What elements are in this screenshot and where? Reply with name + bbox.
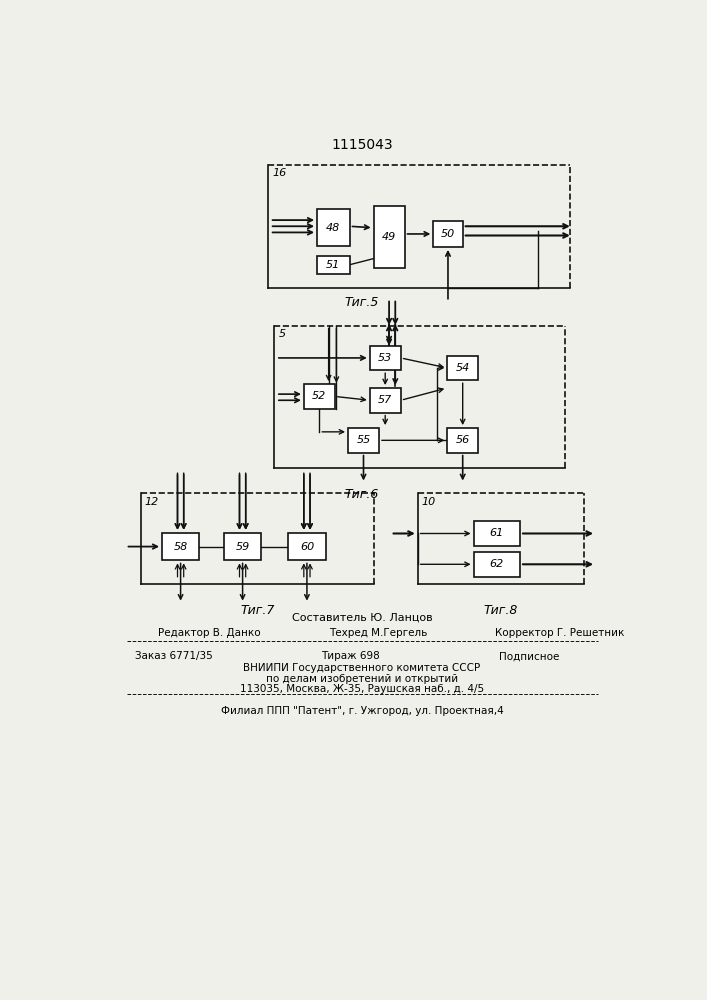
Text: Τиг.7: Τиг.7 — [240, 604, 274, 617]
Bar — [373, 206, 404, 268]
Text: ВНИИПИ Государственного комитета СССР: ВНИИПИ Государственного комитета СССР — [243, 663, 481, 673]
Text: Τиг.8: Τиг.8 — [484, 604, 518, 617]
Text: 113035, Москва, Ж-35, Раушская наб., д. 4/5: 113035, Москва, Ж-35, Раушская наб., д. … — [240, 684, 484, 694]
Text: по делам изобретений и открытий: по делам изобретений и открытий — [266, 674, 458, 684]
Text: Τиг.5: Τиг.5 — [345, 296, 379, 309]
Bar — [370, 388, 401, 413]
Text: 61: 61 — [490, 528, 504, 538]
Text: 1115043: 1115043 — [331, 138, 393, 152]
Text: 49: 49 — [382, 232, 396, 242]
Bar — [474, 521, 520, 546]
Text: 16: 16 — [273, 168, 287, 178]
Bar — [317, 209, 349, 246]
Text: Корректор Г. Решетник: Корректор Г. Решетник — [495, 628, 624, 638]
Text: 55: 55 — [356, 435, 370, 445]
Text: Редактор В. Данко: Редактор В. Данко — [158, 628, 261, 638]
Text: Составитель Ю. Ланцов: Составитель Ю. Ланцов — [292, 613, 432, 623]
Text: 48: 48 — [326, 223, 340, 233]
Text: 54: 54 — [455, 363, 470, 373]
Bar — [448, 428, 478, 453]
Text: 53: 53 — [378, 353, 392, 363]
Text: 51: 51 — [326, 260, 340, 270]
Text: Τиг.6: Τиг.6 — [345, 488, 379, 501]
Text: 57: 57 — [378, 395, 392, 405]
Text: Подписное: Подписное — [499, 651, 559, 661]
Bar — [288, 533, 325, 560]
Text: 10: 10 — [421, 497, 436, 507]
Bar — [370, 346, 401, 370]
Text: 56: 56 — [455, 435, 470, 445]
Bar — [448, 356, 478, 380]
Bar — [317, 256, 349, 274]
Text: 52: 52 — [312, 391, 327, 401]
Text: 59: 59 — [235, 542, 250, 552]
Text: Заказ 6771/35: Заказ 6771/35 — [135, 651, 213, 661]
Bar — [348, 428, 379, 453]
Text: Филиал ППП "Патент", г. Ужгород, ул. Проектная,4: Филиал ППП "Патент", г. Ужгород, ул. Про… — [221, 706, 503, 716]
Text: 50: 50 — [441, 229, 455, 239]
Text: Техред М.Гергель: Техред М.Гергель — [329, 628, 427, 638]
Bar — [474, 552, 520, 577]
Bar — [433, 221, 462, 247]
Text: 62: 62 — [490, 559, 504, 569]
Text: 60: 60 — [300, 542, 314, 552]
Bar — [224, 533, 261, 560]
Text: Тираж 698: Тираж 698 — [321, 651, 380, 661]
Bar — [162, 533, 199, 560]
Text: 12: 12 — [145, 497, 159, 507]
Bar — [304, 384, 335, 409]
Text: 5: 5 — [279, 329, 286, 339]
Text: 58: 58 — [173, 542, 188, 552]
